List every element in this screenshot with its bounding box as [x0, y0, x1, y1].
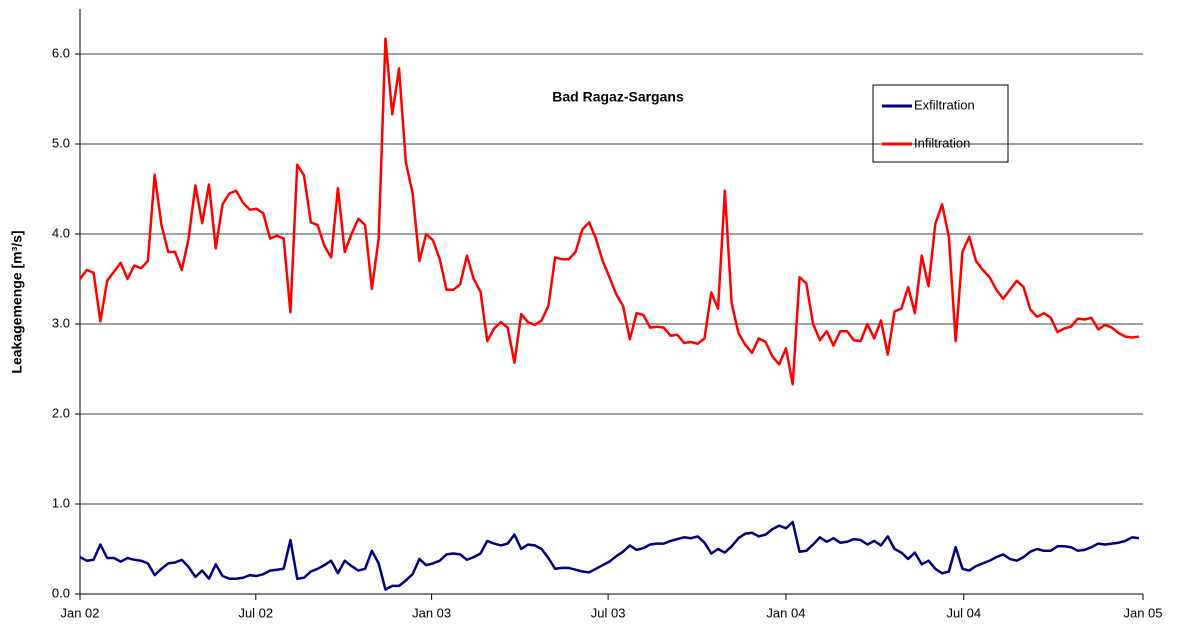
x-tick-label: Jan 02: [60, 605, 99, 620]
y-tick-label: 6.0: [52, 45, 70, 60]
data-line: [79, 520, 1140, 591]
data-line: [79, 37, 1140, 386]
legend-box: [872, 84, 1009, 163]
y-tick-label: 0.0: [52, 585, 70, 600]
chart-title: Bad Ragaz-Sargans: [552, 89, 684, 105]
x-tick-label: Jul 04: [946, 605, 981, 620]
legend-label: Infiltration: [914, 135, 970, 150]
x-tick-label: Jan 04: [766, 605, 805, 620]
y-axis-label: Leakagemenge [m³/s]: [9, 230, 25, 373]
x-tick-label: Jan 03: [412, 605, 451, 620]
y-tick-label: 5.0: [52, 135, 70, 150]
y-tick-label: 1.0: [52, 495, 70, 510]
y-tick-label: 4.0: [52, 225, 70, 240]
legend-label: Exfiltration: [914, 97, 975, 112]
x-tick-label: Jul 03: [591, 605, 626, 620]
x-tick-label: Jul 02: [238, 605, 273, 620]
y-tick-label: 3.0: [52, 315, 70, 330]
x-tick-label: Jan 05: [1123, 605, 1162, 620]
y-tick-label: 2.0: [52, 405, 70, 420]
